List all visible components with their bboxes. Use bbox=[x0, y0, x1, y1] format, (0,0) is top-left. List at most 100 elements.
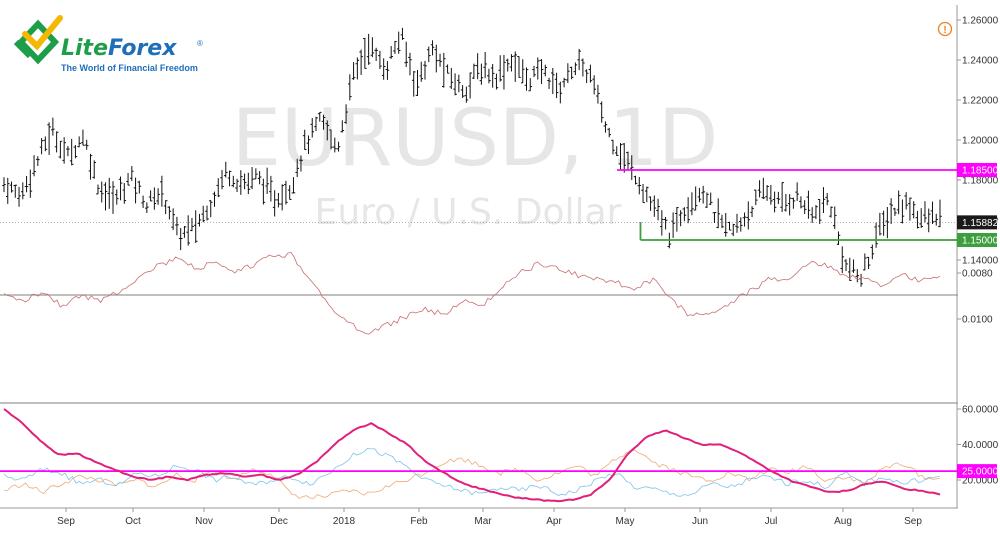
price-bar bbox=[321, 114, 326, 130]
price-bar bbox=[851, 259, 856, 273]
price-bar bbox=[32, 155, 36, 177]
price-bar bbox=[735, 213, 739, 233]
price-bar bbox=[126, 173, 130, 186]
price-bar bbox=[332, 137, 337, 153]
price-bar bbox=[780, 182, 784, 213]
price-bar bbox=[622, 143, 627, 173]
logo-name-lite: Lite bbox=[61, 36, 108, 61]
di-minus-line[interactable] bbox=[3, 449, 941, 499]
price-bar bbox=[505, 58, 510, 72]
price-bar bbox=[20, 182, 25, 200]
price-bar bbox=[404, 41, 409, 67]
price-bar bbox=[885, 206, 890, 239]
price-bar bbox=[769, 184, 773, 205]
price-bar bbox=[919, 208, 924, 228]
price-bar bbox=[310, 118, 315, 138]
price-bar bbox=[517, 56, 521, 78]
price-bar bbox=[746, 201, 751, 230]
price-bar bbox=[656, 198, 660, 221]
price-pane[interactable]: 1.260001.240001.220001.200001.180001.160… bbox=[0, 16, 999, 287]
time-tick-label: Sep bbox=[57, 516, 75, 527]
time-tick-label: Jun bbox=[692, 516, 708, 527]
price-bar bbox=[423, 60, 427, 80]
price-bar bbox=[776, 191, 781, 205]
price-bar bbox=[716, 198, 721, 229]
price-bar bbox=[167, 206, 172, 220]
price-bar bbox=[430, 40, 435, 56]
price-bar bbox=[911, 201, 916, 219]
price-bar bbox=[881, 210, 886, 236]
price-bar bbox=[802, 200, 807, 214]
price-bar bbox=[757, 180, 762, 198]
price-bar bbox=[908, 197, 912, 221]
time-axis[interactable]: Sep Oct Nov Dec 2018 Feb Mar Apr May Jun Jul Aug Sep bbox=[57, 508, 922, 527]
price-bar bbox=[472, 63, 476, 79]
price-bar bbox=[847, 257, 852, 281]
price-bar bbox=[366, 33, 371, 65]
price-bar bbox=[340, 120, 345, 133]
adx-level-tag[interactable] bbox=[957, 464, 997, 479]
price-bar bbox=[107, 177, 112, 209]
price-bar bbox=[754, 189, 758, 206]
price-bar bbox=[329, 129, 333, 150]
price-bar bbox=[678, 210, 683, 227]
price-bar bbox=[671, 212, 675, 238]
volatility-line[interactable] bbox=[3, 251, 941, 335]
price-bar bbox=[829, 206, 833, 218]
price-bar bbox=[581, 58, 585, 77]
price-tick-label: 1.14000 bbox=[962, 256, 999, 267]
adx-level-label: 25.0000 bbox=[962, 467, 999, 478]
price-bar bbox=[453, 73, 457, 96]
price-bar bbox=[175, 216, 179, 236]
price-bar bbox=[186, 215, 190, 246]
level-tag[interactable] bbox=[957, 233, 997, 247]
price-bar bbox=[69, 138, 74, 166]
watermark-description: Euro / U.S. Dollar bbox=[315, 192, 622, 233]
price-bar bbox=[197, 213, 202, 227]
price-bar bbox=[47, 122, 51, 155]
price-bar bbox=[840, 246, 845, 274]
price-bar bbox=[663, 216, 668, 230]
alert-icon[interactable]: ! bbox=[937, 21, 953, 37]
price-bar bbox=[592, 75, 596, 95]
price-bar bbox=[66, 146, 70, 157]
logo-name-forex: Forex bbox=[108, 36, 177, 61]
price-bar bbox=[795, 182, 799, 201]
price-bar bbox=[17, 186, 21, 207]
price-bar bbox=[810, 207, 814, 223]
price-bar bbox=[223, 161, 228, 178]
price-bar bbox=[806, 190, 811, 219]
price-bar bbox=[415, 69, 420, 97]
price-bar bbox=[302, 129, 307, 151]
price-bar bbox=[36, 156, 40, 166]
price-bar bbox=[54, 131, 59, 153]
price-bar bbox=[291, 177, 296, 194]
price-bar bbox=[284, 180, 288, 205]
price-bar bbox=[212, 191, 217, 207]
last-price-tag[interactable] bbox=[957, 215, 997, 230]
price-bar bbox=[442, 52, 446, 88]
price-bar bbox=[878, 212, 882, 236]
liteforex-logo: LiteForex ® The World of Financial Freed… bbox=[13, 15, 203, 73]
price-bar bbox=[618, 143, 623, 170]
price-bar bbox=[607, 127, 612, 138]
price-bar bbox=[629, 155, 634, 180]
time-tick-label: Oct bbox=[125, 516, 141, 527]
price-bar bbox=[584, 69, 589, 84]
price-bar bbox=[814, 205, 818, 220]
volatility-pane[interactable]: 0.0100 0.0080 bbox=[3, 251, 993, 335]
price-bar bbox=[393, 40, 397, 54]
price-bar bbox=[923, 201, 927, 223]
price-bar bbox=[325, 120, 330, 141]
price-bar bbox=[588, 64, 593, 83]
price-bar bbox=[51, 117, 55, 136]
price-bar bbox=[385, 61, 390, 80]
adx-line[interactable] bbox=[3, 408, 941, 503]
price-bar bbox=[133, 177, 138, 204]
di-plus-line[interactable] bbox=[3, 447, 941, 497]
vol-tick-label: 0.0100 bbox=[962, 315, 993, 326]
level-tag[interactable] bbox=[957, 163, 997, 177]
price-bar bbox=[363, 37, 367, 69]
